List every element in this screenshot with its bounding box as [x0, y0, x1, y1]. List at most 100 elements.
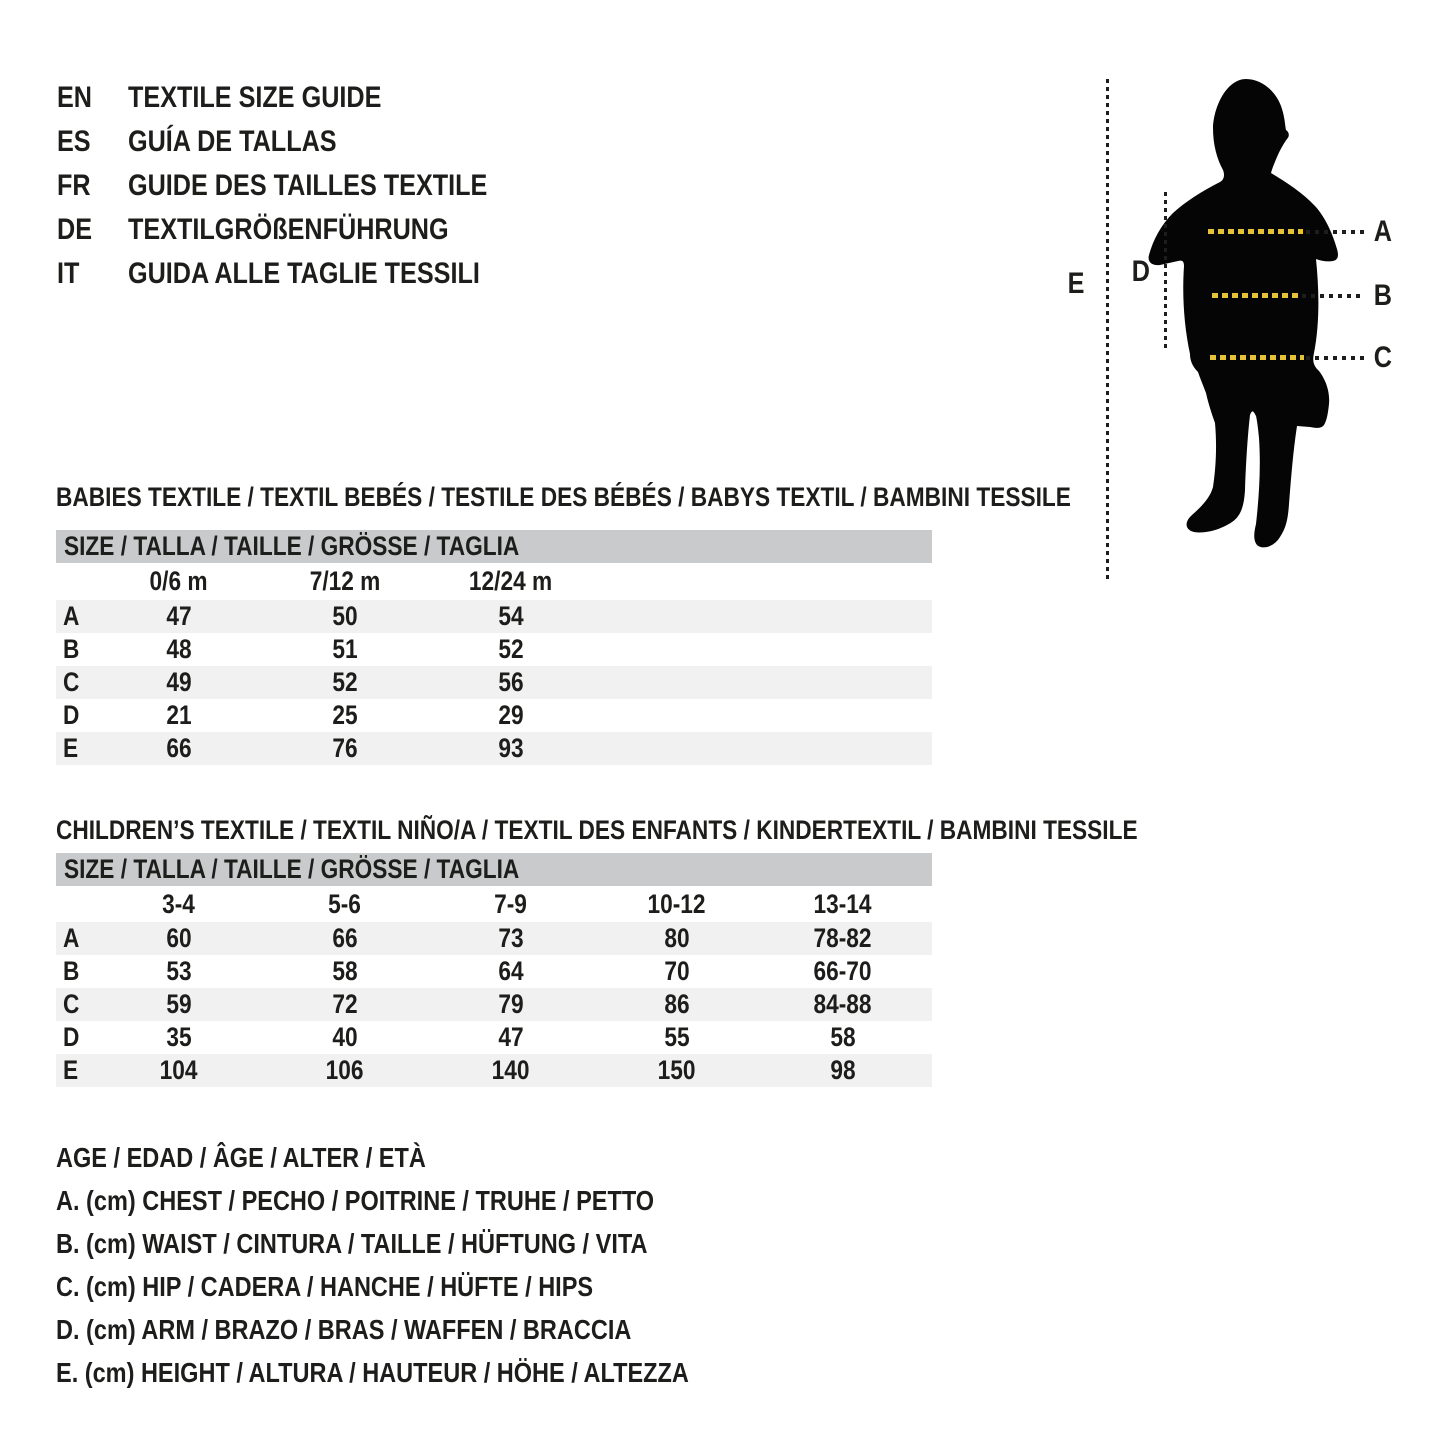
- cell-text: 35: [166, 1022, 192, 1052]
- table-cell: 40: [262, 1021, 428, 1054]
- waist-label-text: B: [1373, 279, 1392, 312]
- row-label: E: [56, 1054, 96, 1087]
- cell-text: 29: [498, 700, 524, 730]
- lang-code-text: DE: [57, 213, 93, 246]
- table-cell: 70: [594, 955, 760, 988]
- table-row: B 53 58 64 70 66-70: [56, 955, 932, 988]
- lang-code: FR: [57, 169, 128, 203]
- chest-dash-line: [1208, 229, 1303, 234]
- column-header-row: 0/6 m 7/12 m 12/24 m: [56, 563, 932, 600]
- row-label-text: A: [63, 923, 80, 953]
- babies-size-table: SIZE / TALLA / TAILLE / GRÖSSE / TAGLIA …: [56, 530, 932, 765]
- table-cell: 53: [96, 955, 262, 988]
- cell-text: 78-82: [813, 923, 873, 953]
- table-cell: 47: [96, 600, 262, 633]
- cell-text: 80: [664, 923, 690, 953]
- cell-text: 84-88: [813, 989, 873, 1019]
- table-row: C 49 52 56: [56, 666, 932, 699]
- size-header-label: SIZE / TALLA / TAILLE / GRÖSSE / TAGLIA: [64, 854, 520, 884]
- table-cell: 58: [760, 1021, 926, 1054]
- waist-dash-line: [1212, 293, 1298, 298]
- table-cell: 64: [428, 955, 594, 988]
- table-cell: 66: [96, 732, 262, 765]
- hip-dot-line: [1306, 356, 1364, 360]
- column-header: 7/12 m: [262, 563, 428, 600]
- table-cell: 21: [96, 699, 262, 732]
- column-header-text: 12/24 m: [469, 566, 553, 596]
- column-header-text: 10-12: [647, 889, 707, 919]
- table-cell: 150: [594, 1054, 760, 1087]
- column-header: 3-4: [96, 886, 262, 922]
- legend-text: D. (cm) ARM / BRAZO / BRAS / WAFFEN / BR…: [56, 1314, 632, 1345]
- column-header: 0/6 m: [96, 563, 262, 600]
- column-header-row: 3-4 5-6 7-9 10-12 13-14: [56, 886, 932, 922]
- lang-title: GUIDA ALLE TAGLIE TESSILI: [128, 257, 480, 290]
- legend-text: E. (cm) HEIGHT / ALTURA / HAUTEUR / HÖHE…: [56, 1357, 689, 1388]
- row-label: D: [56, 1021, 96, 1054]
- table-cell: 98: [760, 1054, 926, 1087]
- row-label: A: [56, 600, 96, 633]
- table-cell: 79: [428, 988, 594, 1021]
- column-header-text: 7/12 m: [309, 566, 381, 596]
- cell-text: 73: [498, 923, 524, 953]
- cell-text: 64: [498, 956, 524, 986]
- lang-row-en: EN TEXTILE SIZE GUIDE: [57, 76, 556, 120]
- lang-title: TEXTILGRÖßENFÜHRUNG: [128, 213, 449, 246]
- cell-text: 104: [160, 1055, 198, 1085]
- row-label: C: [56, 666, 96, 699]
- row-label-text: D: [63, 1022, 80, 1052]
- arm-measure-line: [1164, 192, 1167, 348]
- cell-text: 60: [166, 923, 192, 953]
- row-label: B: [56, 633, 96, 666]
- cell-text: 52: [498, 634, 524, 664]
- cell-text: 72: [332, 989, 358, 1019]
- table-cell: 52: [262, 666, 428, 699]
- language-title-block: EN TEXTILE SIZE GUIDE ES GUÍA DE TALLAS …: [57, 76, 556, 296]
- table-cell: 86: [594, 988, 760, 1021]
- legend-line-hip: C. (cm) HIP / CADERA / HANCHE / HÜFTE / …: [56, 1265, 809, 1308]
- column-header-text: 5-6: [328, 889, 362, 919]
- lang-code-text: ES: [57, 125, 91, 158]
- chest-label: A: [1372, 217, 1394, 247]
- column-header-text: 7-9: [494, 889, 528, 919]
- table-cell: 48: [96, 633, 262, 666]
- cell-text: 79: [498, 989, 524, 1019]
- hip-label-text: C: [1373, 341, 1392, 374]
- cell-text: 106: [326, 1055, 364, 1085]
- cell-text: 51: [332, 634, 358, 664]
- babies-section-title-text: BABIES TEXTILE / TEXTIL BEBÉS / TESTILE …: [56, 482, 1071, 512]
- chest-dot-line: [1306, 230, 1364, 234]
- table-row: D 35 40 47 55 58: [56, 1021, 932, 1054]
- cell-text: 98: [830, 1055, 856, 1085]
- height-label-text: E: [1067, 267, 1085, 300]
- legend-line-arm: D. (cm) ARM / BRAZO / BRAS / WAFFEN / BR…: [56, 1308, 809, 1351]
- table-cell: 35: [96, 1021, 262, 1054]
- cell-text: 55: [664, 1022, 690, 1052]
- table-cell: 76: [262, 732, 428, 765]
- column-header-text: 3-4: [162, 889, 196, 919]
- table-row: A 60 66 73 80 78-82: [56, 922, 932, 955]
- table-cell: 25: [262, 699, 428, 732]
- table-cell: 52: [428, 633, 594, 666]
- cell-text: 93: [498, 733, 524, 763]
- legend-text: B. (cm) WAIST / CINTURA / TAILLE / HÜFTU…: [56, 1228, 648, 1259]
- table-cell: 106: [262, 1054, 428, 1087]
- cell-text: 150: [658, 1055, 696, 1085]
- cell-text: 53: [166, 956, 192, 986]
- column-header: 13-14: [760, 886, 926, 922]
- children-section-title: CHILDREN’S TEXTILE / TEXTIL NIÑO/A / TEX…: [56, 815, 1344, 845]
- table-cell: 84-88: [760, 988, 926, 1021]
- children-section-title-text: CHILDREN’S TEXTILE / TEXTIL NIÑO/A / TEX…: [56, 815, 1138, 845]
- table-cell: 66: [262, 922, 428, 955]
- legend-text: A. (cm) CHEST / PECHO / POITRINE / TRUHE…: [56, 1185, 655, 1216]
- child-silhouette: [1148, 79, 1338, 548]
- cell-text: 66-70: [813, 956, 873, 986]
- table-row: E 104 106 140 150 98: [56, 1054, 932, 1087]
- row-label-spacer: [56, 886, 96, 922]
- row-label: B: [56, 955, 96, 988]
- legend-line-age: AGE / EDAD / ÂGE / ALTER / ETÀ: [56, 1136, 809, 1179]
- row-label: C: [56, 988, 96, 1021]
- table-cell: 47: [428, 1021, 594, 1054]
- legend-text: AGE / EDAD / ÂGE / ALTER / ETÀ: [56, 1142, 426, 1173]
